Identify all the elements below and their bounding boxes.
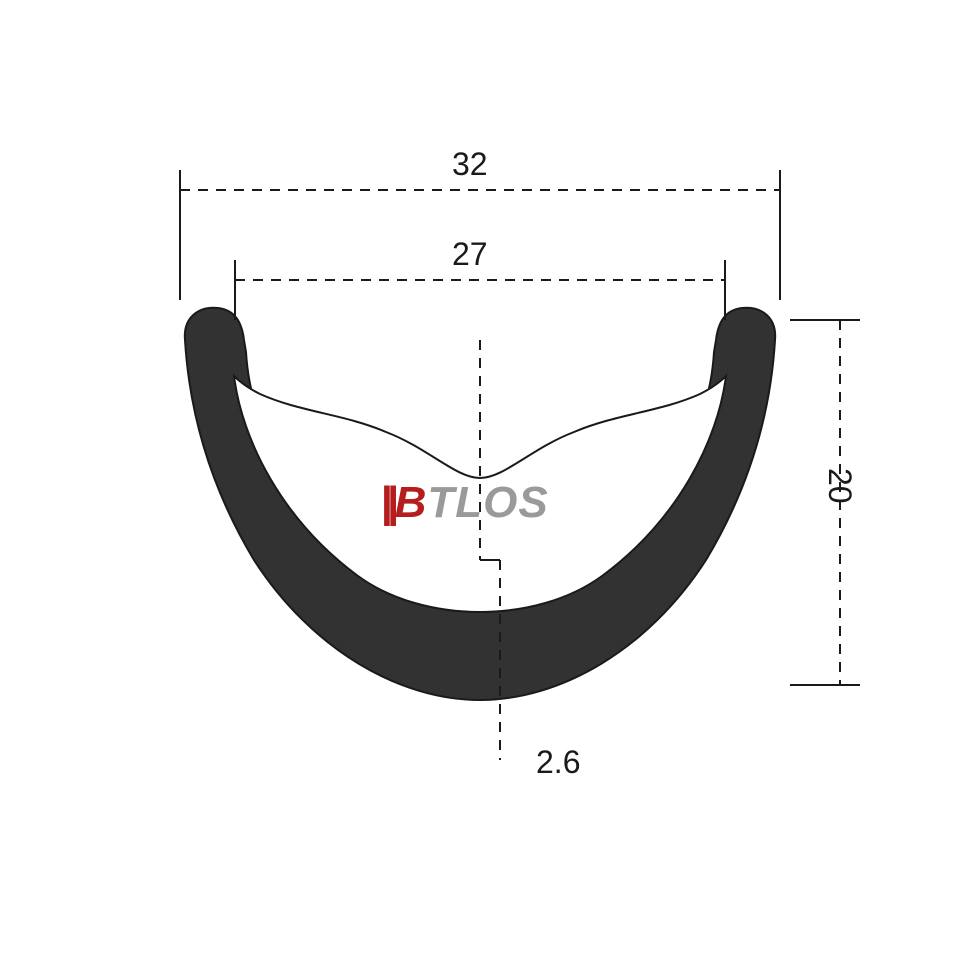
logo-rest: TLOS (427, 478, 548, 527)
logo-b: B (395, 478, 428, 527)
inner-width-label: 27 (452, 236, 488, 273)
outer-width-label: 32 (452, 146, 488, 183)
btlos-logo: ||BTLOS (380, 478, 549, 528)
diagram-canvas: 32 27 20 2.6 ||BTLOS (0, 0, 980, 980)
height-label: 20 (821, 468, 858, 504)
spoke-offset-label: 2.6 (536, 744, 580, 781)
logo-bars-icon: || (380, 478, 393, 527)
